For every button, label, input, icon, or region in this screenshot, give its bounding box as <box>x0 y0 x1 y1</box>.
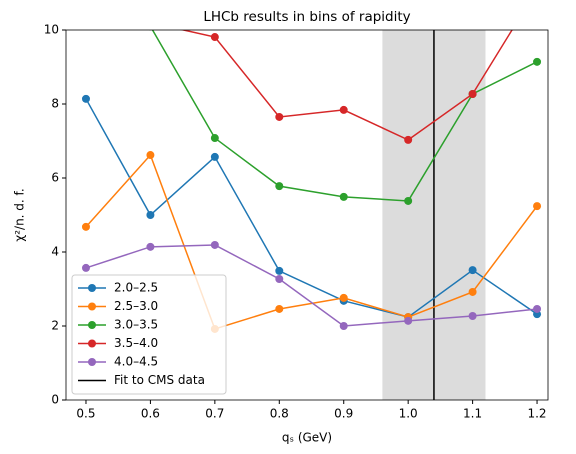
legend-marker <box>88 284 96 292</box>
legend-label: 2.0–2.5 <box>114 281 158 295</box>
axes: 0.5 0.6 0.7 0.8 0.9 1.0 1.1 1.2 0 2 4 6 8 10 <box>44 23 549 421</box>
data-point <box>275 275 284 284</box>
data-point <box>404 135 413 144</box>
legend-marker <box>88 358 96 366</box>
legend-label: 3.0–3.5 <box>114 318 158 332</box>
data-point <box>533 57 542 66</box>
data-point <box>275 112 284 121</box>
data-point <box>148 30 152 31</box>
x-tick-label: 0.6 <box>141 407 160 421</box>
data-point <box>146 151 155 160</box>
legend-label: 2.5–3.0 <box>114 299 158 313</box>
data-point <box>468 312 477 321</box>
data-point <box>468 266 477 275</box>
data-point <box>146 211 155 219</box>
y-tick-label: 6 <box>51 171 59 185</box>
data-point <box>468 287 477 296</box>
y-axis-label: χ²/n. d. f. <box>13 188 27 241</box>
data-point <box>81 222 90 231</box>
y-tick-label: 10 <box>44 23 59 37</box>
data-point <box>81 94 90 103</box>
data-point <box>339 192 348 201</box>
data-point <box>210 240 219 249</box>
x-tick-label: 0.5 <box>76 407 95 421</box>
data-point <box>404 196 413 205</box>
x-tick-label: 0.9 <box>334 407 353 421</box>
data-point <box>81 263 90 272</box>
data-point <box>275 266 284 275</box>
x-tick-label: 1.1 <box>463 407 482 421</box>
legend-marker <box>88 321 96 329</box>
data-point <box>468 90 477 99</box>
data-point <box>275 182 284 191</box>
x-axis-label: qₛ (GeV) <box>282 431 332 445</box>
data-point <box>210 33 219 42</box>
x-tick-label: 0.8 <box>270 407 289 421</box>
data-point <box>339 293 348 302</box>
data-point <box>404 316 413 325</box>
x-tick-label: 1.0 <box>399 407 418 421</box>
data-point <box>210 152 219 161</box>
data-point <box>146 242 155 251</box>
legend-marker <box>88 339 96 348</box>
data-point <box>339 105 348 114</box>
data-point <box>339 322 348 330</box>
y-tick-label: 4 <box>51 245 59 259</box>
legend: 2.0–2.5 2.5–3.0 3.0–3.5 3.5–4.0 4.0–4.5 Fit t… <box>71 274 227 395</box>
x-tick-label: 0.7 <box>205 407 224 421</box>
x-tick-label: 1.2 <box>527 407 546 421</box>
data-point <box>210 134 219 143</box>
series-line <box>85 244 538 327</box>
plot-frame <box>65 29 549 401</box>
legend-box <box>71 274 227 395</box>
y-tick-label: 0 <box>51 393 59 407</box>
legend-marker <box>88 302 96 311</box>
y-tick-label: 2 <box>51 319 59 333</box>
data-point <box>275 304 284 313</box>
data-point <box>533 304 542 313</box>
legend-label: Fit to CMS data <box>114 373 205 387</box>
series-line <box>85 98 538 318</box>
y-tick-label: 8 <box>51 97 59 111</box>
chart-title: LHCb results in bins of rapidity <box>203 9 410 25</box>
legend-label: 3.5–4.0 <box>114 336 158 350</box>
data-point <box>146 19 154 27</box>
data-point <box>533 202 542 211</box>
legend-label: 4.0–4.5 <box>114 355 158 369</box>
